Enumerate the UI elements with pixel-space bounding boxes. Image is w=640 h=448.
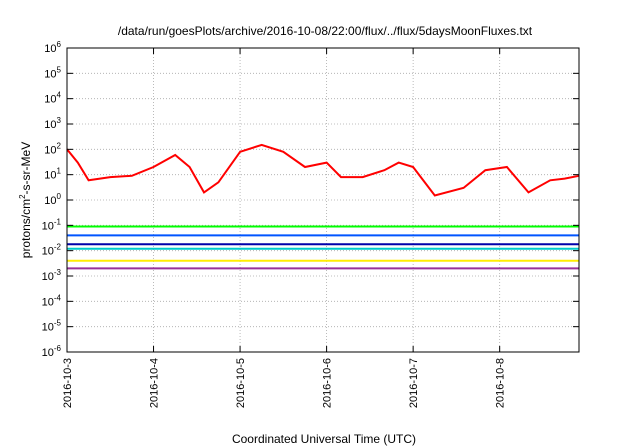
x-ticks: 2016-10-3 2016-10-4 2016-10-5 2016-10-6 2016… (62, 48, 507, 408)
y-tick-label: 10-5 (42, 319, 62, 334)
x-tick-label: 2016-10-8 (495, 358, 507, 408)
chart-title: /data/run/goesPlots/archive/2016-10-08/2… (118, 24, 533, 38)
x-axis-label: Coordinated Universal Time (UTC) (232, 432, 416, 446)
y-tick-label: 101 (44, 167, 61, 182)
y-tick-label: 102 (44, 141, 61, 156)
y-tick-label: 106 (44, 40, 61, 55)
x-tick-label: 2016-10-7 (408, 358, 420, 408)
x-tick-label: 2016-10-6 (322, 358, 334, 408)
y-tick-label: 10-1 (42, 217, 62, 232)
x-tick-label: 2016-10-3 (62, 358, 74, 408)
y-tick-label: 104 (44, 91, 61, 106)
y-tick-label: 10-4 (42, 293, 62, 308)
x-tick-label: 2016-10-5 (235, 358, 247, 408)
y-axis-label: protons/cm2-s-sr-MeV (18, 142, 33, 258)
y-ticks: 10-6 10-5 10-4 10-3 10-2 10-1 100 101 102 103 104 1… (42, 40, 579, 359)
y-tick-label: 103 (44, 116, 61, 131)
grid (66, 47, 579, 353)
y-tick-label: 10-3 (42, 268, 62, 283)
y-tick-label: 105 (44, 65, 61, 80)
y-tick-label: 100 (44, 192, 61, 207)
series-line-0 (66, 143, 580, 197)
series-group (66, 143, 580, 270)
y-tick-label: 10-6 (42, 344, 62, 359)
y-tick-label: 10-2 (42, 243, 62, 258)
x-tick-label: 2016-10-4 (149, 358, 161, 408)
